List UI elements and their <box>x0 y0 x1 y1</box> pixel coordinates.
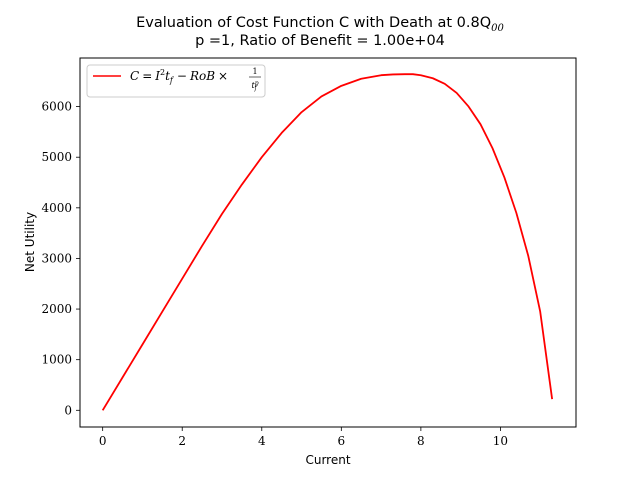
chart-title-line-1: Evaluation of Cost Function C with Death… <box>0 15 640 34</box>
y-tick-label: 0 <box>64 403 72 417</box>
legend-fraction-denominator: tp f <box>251 80 258 92</box>
chart-title-line-2: p =1, Ratio of Benefit = 1.00e+04 <box>195 33 445 49</box>
legend-box <box>86 64 266 98</box>
x-tick-label: 10 <box>493 434 508 448</box>
series-layer <box>101 73 554 411</box>
x-tick-label: 2 <box>178 434 186 448</box>
x-tick-label: 0 <box>99 434 107 448</box>
x-tick-label: 8 <box>417 434 425 448</box>
x-axis-title: Current <box>305 453 350 467</box>
plot-area-frame <box>79 57 577 428</box>
x-tick-label: 4 <box>258 434 266 448</box>
y-axis-title: Net Utility <box>23 212 37 272</box>
axis-ticks: 0 2 4 6 8 10 0 1000 2000 3000 4000 5000 6000 <box>41 100 508 448</box>
y-tick-label: 1000 <box>41 353 72 367</box>
y-tick-label: 4000 <box>41 201 72 215</box>
y-tick-label: 3000 <box>41 251 72 265</box>
legend-label: C = I2tf − RoB × <box>130 68 228 85</box>
y-tick-label: 2000 <box>41 302 72 316</box>
legend: C = I2tf − RoB × 1 tp f <box>86 64 266 98</box>
x-tick-label: 6 <box>338 434 346 448</box>
chart-title-text: Evaluation of Cost Function C with Death… <box>136 15 492 31</box>
chart-title-subscript: 00 <box>491 22 504 34</box>
y-tick-label: 5000 <box>41 150 72 164</box>
legend-fraction-numerator: 1 <box>252 67 257 76</box>
y-tick-label: 6000 <box>41 100 72 114</box>
series-line <box>101 73 554 411</box>
